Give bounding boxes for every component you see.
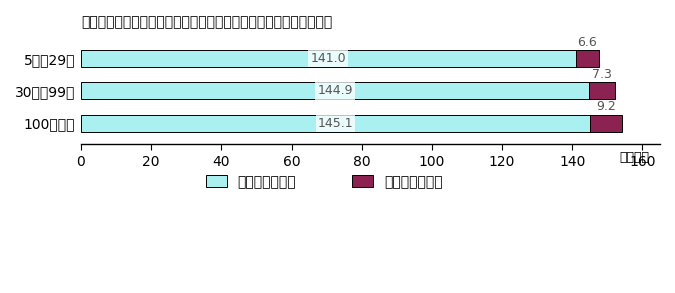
Text: 7.3: 7.3	[593, 68, 612, 81]
Text: 141.0: 141.0	[310, 52, 346, 65]
Bar	[590, 115, 622, 132]
Text: 図４－２　事業所規模別１人平均月間総実労働時間（調査産業計）: 図４－２ 事業所規模別１人平均月間総実労働時間（調査産業計）	[81, 15, 332, 29]
Bar	[81, 115, 590, 132]
Text: 6.6: 6.6	[578, 36, 597, 49]
Text: 9.2: 9.2	[597, 100, 616, 113]
Text: （時間）: （時間）	[620, 151, 649, 164]
Bar	[589, 82, 615, 99]
Legend: 所定内労働時間, 所定外労働時間: 所定内労働時間, 所定外労働時間	[200, 169, 448, 194]
Bar	[576, 50, 599, 67]
Bar	[81, 50, 576, 67]
Bar	[81, 82, 589, 99]
Text: 145.1: 145.1	[318, 117, 353, 130]
Text: 144.9: 144.9	[317, 84, 353, 97]
